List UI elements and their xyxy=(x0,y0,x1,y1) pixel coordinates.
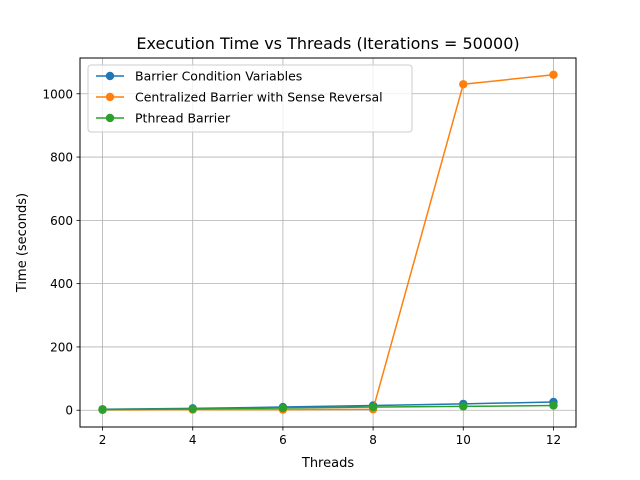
y-tick-label: 200 xyxy=(50,340,73,354)
ticks: 2 4 6 8 10 12 0 200 400 600 800 1000 xyxy=(42,87,561,447)
x-tick-label: 8 xyxy=(369,433,377,447)
data-point xyxy=(459,80,468,89)
plot-frame xyxy=(79,57,577,428)
legend-marker xyxy=(105,92,115,102)
legend-item: Barrier Condition Variables xyxy=(96,69,302,84)
legend-marker xyxy=(105,113,115,123)
legend-label: Centralized Barrier with Sense Reversal xyxy=(135,90,383,105)
legend-box xyxy=(87,64,413,133)
series-layer xyxy=(98,70,558,415)
y-axis-label: Time (seconds) xyxy=(15,193,30,293)
x-tick-label: 2 xyxy=(99,433,107,447)
legend-label: Barrier Condition Variables xyxy=(135,69,302,84)
x-tick-label: 10 xyxy=(456,433,471,447)
x-tick-label: 12 xyxy=(546,433,561,447)
x-axis-label: Threads xyxy=(301,456,354,471)
data-point xyxy=(98,405,107,414)
legend-item: Centralized Barrier with Sense Reversal xyxy=(96,90,383,105)
y-tick-label: 600 xyxy=(50,214,73,228)
legend-marker xyxy=(105,71,115,81)
legend-item: Pthread Barrier xyxy=(96,111,231,126)
x-tick-label: 6 xyxy=(279,433,287,447)
series-line xyxy=(102,404,554,411)
y-tick-label: 0 xyxy=(65,404,73,418)
data-point xyxy=(549,70,558,79)
data-point xyxy=(368,402,378,412)
chart-title: Execution Time vs Threads (Iterations = … xyxy=(136,34,519,53)
y-tick-label: 1000 xyxy=(42,87,73,101)
data-point xyxy=(459,402,468,411)
y-tick-label: 400 xyxy=(50,277,73,291)
legend: Barrier Condition Variables Centralized B… xyxy=(87,64,413,133)
data-point xyxy=(549,401,558,410)
data-point xyxy=(188,404,197,414)
legend-label: Pthread Barrier xyxy=(135,111,231,126)
y-tick-label: 800 xyxy=(50,151,73,165)
series-3 xyxy=(98,401,558,414)
x-tick-label: 4 xyxy=(189,433,197,447)
data-point xyxy=(278,403,288,413)
